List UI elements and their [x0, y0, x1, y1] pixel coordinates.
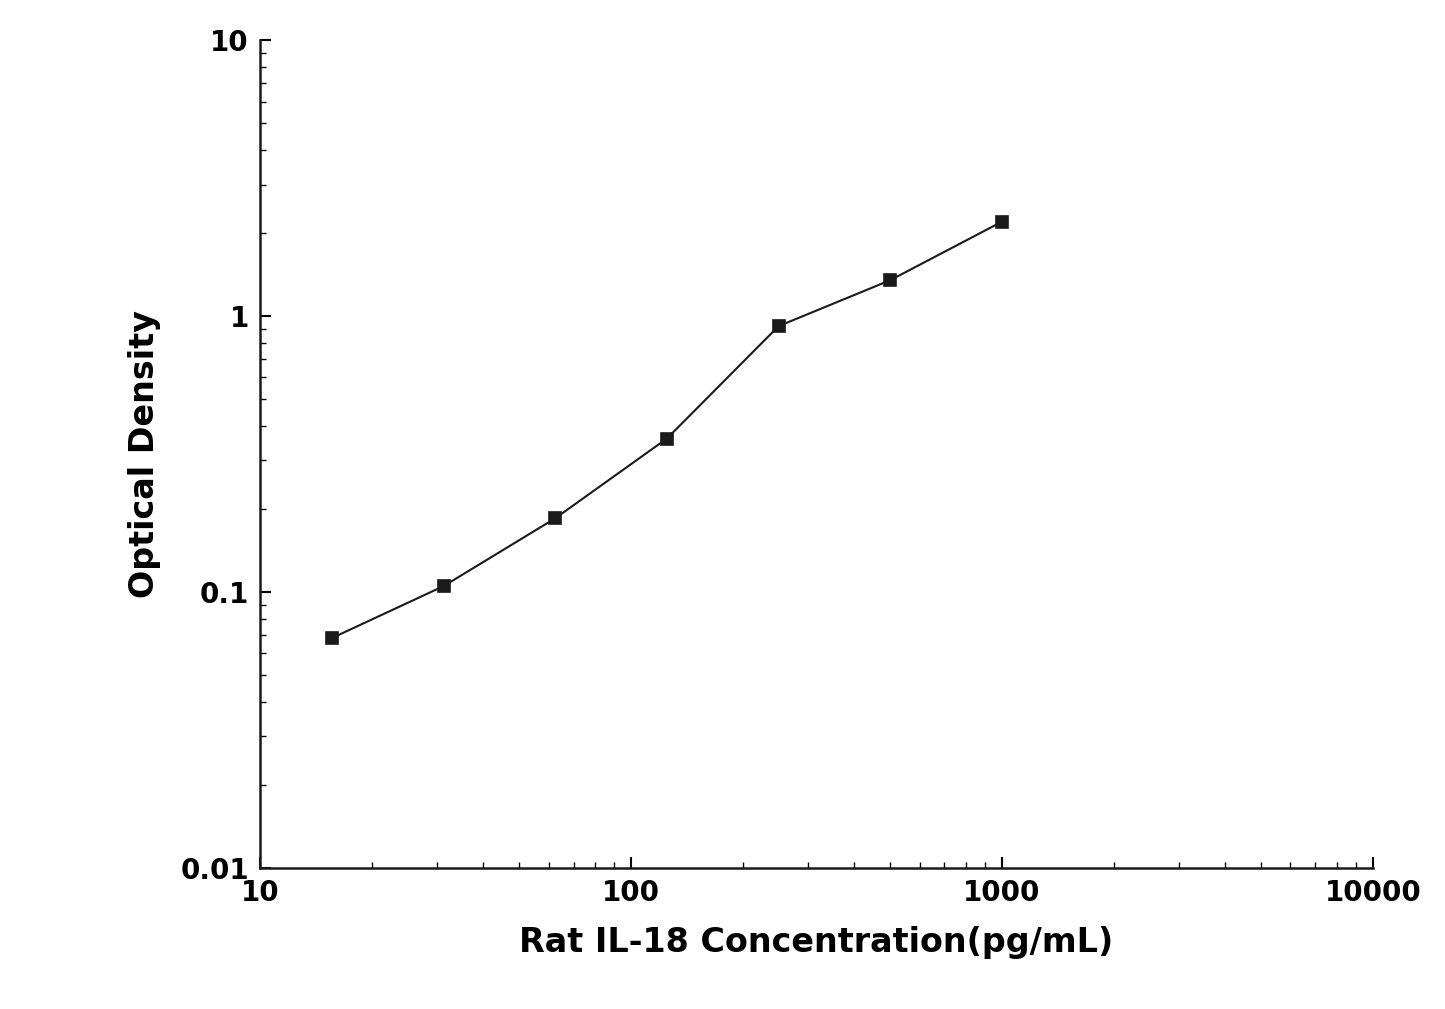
Y-axis label: Optical Density: Optical Density: [129, 310, 160, 598]
X-axis label: Rat IL-18 Concentration(pg/mL): Rat IL-18 Concentration(pg/mL): [519, 926, 1114, 960]
